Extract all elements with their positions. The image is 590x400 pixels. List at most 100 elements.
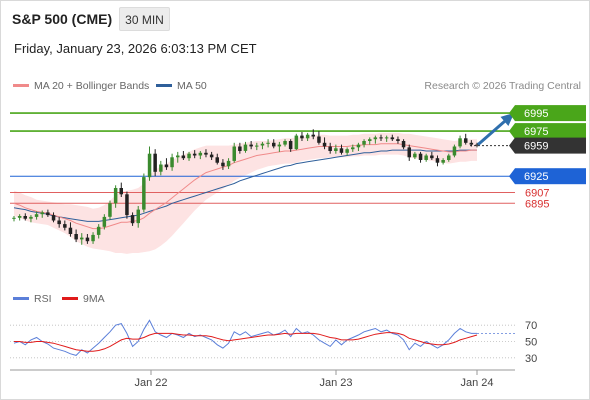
candle-body: [221, 162, 225, 167]
level-tag-6975: [515, 123, 586, 140]
timeframe-button[interactable]: 30 MIN: [119, 7, 170, 31]
candle-body: [136, 209, 140, 224]
level-tag-pointer-6959: [509, 137, 515, 154]
rsi-tick-label: 50: [525, 337, 537, 349]
level-tag-6925: [515, 168, 586, 185]
candle-body: [266, 142, 270, 144]
report-datetime: Friday, January 23, 2026 6:03:13 PM CET: [14, 41, 257, 56]
candle-body: [243, 144, 248, 151]
candle-body: [80, 237, 84, 240]
candle-body: [102, 216, 107, 227]
candle-body: [113, 188, 118, 204]
candle-body: [57, 220, 61, 225]
rsi-9ma-line: [14, 332, 478, 352]
candle-body: [351, 147, 355, 150]
candle-body: [469, 142, 474, 145]
candle-body: [368, 139, 372, 141]
level-tag-pointer-6995: [509, 105, 515, 122]
candle-body: [40, 212, 44, 215]
level-tag-pointer-6975: [509, 123, 515, 140]
candle-body: [23, 216, 27, 219]
candle-body: [407, 147, 411, 158]
candle-body: [300, 135, 304, 139]
candle-body: [153, 153, 157, 172]
candle-body: [339, 148, 344, 153]
candle-body: [164, 164, 169, 168]
candle-body: [209, 154, 214, 158]
candle-body: [238, 146, 242, 151]
candle-body: [192, 153, 197, 156]
x-tick-label: Jan 24: [460, 377, 493, 389]
candle-body: [384, 137, 389, 139]
candle-body: [311, 134, 315, 137]
candle-body: [260, 143, 265, 146]
candle-body: [181, 155, 186, 159]
candle-body: [74, 234, 78, 240]
candle-body: [277, 144, 282, 147]
candle-body: [413, 153, 417, 158]
candle-body: [51, 215, 56, 221]
candle-body: [288, 141, 293, 150]
level-label-6975: 6975: [524, 126, 548, 138]
legend-item-ma50: MA 50: [156, 80, 207, 92]
rsi-tick-label: 30: [525, 353, 537, 365]
candle-body: [176, 155, 180, 158]
legend-swatch-rsi: [13, 296, 29, 300]
candle-body: [379, 137, 383, 139]
candle-body: [356, 144, 361, 148]
candle-body: [63, 224, 67, 228]
legend-label-rsi: RSI: [34, 293, 52, 305]
x-tick-label: Jan 23: [319, 377, 352, 389]
candle-body: [447, 155, 451, 160]
legend-item-9ma: 9MA: [62, 293, 105, 305]
candle-body: [91, 234, 95, 242]
candle-body: [430, 155, 434, 159]
candle-body: [232, 146, 236, 161]
candle-body: [435, 158, 440, 163]
legend-label-ma50: MA 50: [177, 80, 207, 92]
candle-body: [441, 160, 445, 163]
legend-label-ma20: MA 20 + Bollinger Bands: [34, 80, 150, 92]
legend-swatch-9ma: [62, 296, 78, 300]
candle-body: [373, 137, 378, 140]
candle-body: [345, 149, 349, 153]
candle-body: [204, 152, 208, 155]
candle-body: [12, 217, 16, 219]
candle-body: [396, 139, 400, 141]
candle-body: [418, 153, 423, 160]
level-label-6907: 6907: [525, 188, 549, 200]
research-credit: Research © 2026 Trading Central: [424, 80, 581, 92]
legend-item-ma20: MA 20 + Bollinger Bands: [13, 80, 149, 92]
level-tag-pointer-6925: [509, 168, 515, 185]
candle-body: [119, 188, 123, 195]
candle-body: [452, 146, 457, 156]
legend-swatch-ma20: [13, 83, 29, 87]
candle-body: [187, 153, 191, 159]
candle-body: [305, 134, 310, 139]
candle-body: [46, 212, 50, 216]
candle-body: [170, 157, 174, 168]
candle-body: [85, 237, 90, 242]
level-label-6925: 6925: [524, 171, 548, 183]
candle-body: [68, 227, 73, 234]
candle-body: [390, 137, 395, 140]
ma20-line: [13, 143, 477, 230]
candle-body: [215, 157, 219, 163]
legend-swatch-ma50: [156, 83, 172, 87]
candle-body: [328, 146, 332, 151]
candle-body: [294, 135, 299, 150]
forecast-arrowhead: [500, 112, 515, 126]
candle-body: [159, 164, 163, 172]
candle-body: [283, 141, 287, 145]
candle-body: [272, 142, 276, 147]
candle-body: [130, 215, 135, 224]
candle-body: [401, 141, 406, 148]
legend-item-rsi: RSI: [13, 293, 52, 305]
level-tag-6959: [515, 137, 586, 154]
ma50-line: [13, 149, 477, 222]
candle-body: [255, 145, 259, 147]
candle-body: [362, 141, 366, 145]
candle-body: [334, 148, 338, 151]
candle-body: [142, 177, 146, 210]
